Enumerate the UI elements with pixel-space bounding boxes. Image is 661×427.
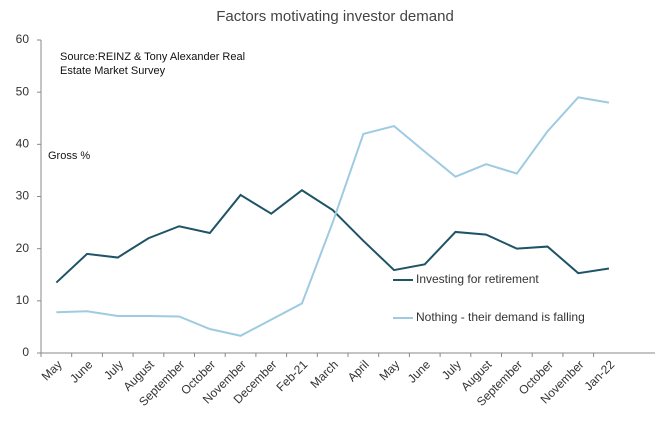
y-tick-label: 40 bbox=[16, 137, 30, 151]
axis-note: Gross % bbox=[48, 150, 90, 162]
x-tick-label: Jan-22 bbox=[581, 357, 617, 393]
legend-label: Investing for retirement bbox=[416, 272, 539, 286]
y-tick-label: 30 bbox=[16, 189, 30, 203]
series-line bbox=[56, 96, 610, 337]
x-tick-label: May bbox=[39, 357, 65, 383]
x-tick-label: Feb-21 bbox=[274, 357, 311, 394]
x-tick-label: July bbox=[439, 357, 464, 382]
chart-title: Factors motivating investor demand bbox=[216, 8, 454, 25]
y-tick-label: 20 bbox=[16, 241, 30, 255]
y-tick-label: 10 bbox=[16, 293, 30, 307]
x-tick-label: July bbox=[101, 357, 126, 382]
x-tick-label: June bbox=[405, 357, 434, 386]
y-tick-label: 60 bbox=[16, 32, 30, 46]
legend-label: Nothing - their demand is falling bbox=[416, 310, 585, 324]
x-tick-label: April bbox=[345, 357, 372, 384]
series-line bbox=[55, 189, 610, 284]
x-tick-label: June bbox=[67, 357, 96, 386]
source-note: Source:REINZ & Tony Alexander Real bbox=[60, 51, 245, 63]
source-note: Estate Market Survey bbox=[60, 65, 166, 77]
x-tick-label: May bbox=[376, 357, 402, 383]
y-tick-label: 50 bbox=[16, 84, 30, 98]
x-tick-label: March bbox=[308, 357, 341, 390]
y-tick-label: 0 bbox=[22, 345, 29, 359]
